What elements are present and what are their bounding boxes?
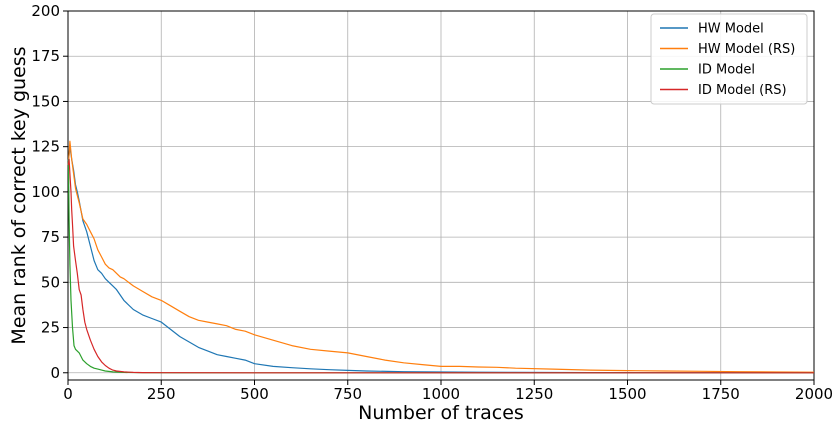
ticks-group: 0 250 500 750 1000 1250 1500 1750 2000 0 25 50 75 100… xyxy=(31,2,833,403)
series-group xyxy=(67,140,815,374)
x-tick-label: 1500 xyxy=(608,385,646,403)
y-tick-label: 0 xyxy=(50,364,60,382)
x-tick-label: 250 xyxy=(147,385,176,403)
series-line-3 xyxy=(67,158,814,374)
legend-label: ID Model xyxy=(698,63,755,78)
legend: HW Model HW Model (RS) ID Model ID Model (R… xyxy=(650,13,808,105)
y-tick-label: 200 xyxy=(31,2,60,20)
y-axis-label: Mean rank of correct key guess xyxy=(8,46,30,344)
x-tick-label: 1750 xyxy=(702,385,740,403)
y-tick-label: 100 xyxy=(31,183,60,201)
x-tick-label: 2000 xyxy=(795,385,833,403)
y-tick-label: 150 xyxy=(31,92,60,110)
x-tick-label: 1250 xyxy=(515,385,553,403)
x-tick-label: 750 xyxy=(333,385,362,403)
x-tick-label: 1000 xyxy=(422,385,460,403)
legend-label: HW Model xyxy=(698,22,764,37)
series-line-1 xyxy=(67,140,815,373)
legend-label: ID Model (RS) xyxy=(698,83,787,98)
y-tick-label: 175 xyxy=(31,47,60,65)
y-tick-label: 25 xyxy=(41,319,60,337)
legend-box xyxy=(650,13,808,105)
x-tick-label: 500 xyxy=(240,385,269,403)
y-tick-label: 50 xyxy=(41,273,60,291)
y-tick-label: 125 xyxy=(31,138,60,156)
legend-label: HW Model (RS) xyxy=(698,42,795,57)
x-tick-label: 0 xyxy=(63,385,73,403)
x-axis-label: Number of traces xyxy=(358,402,524,424)
y-tick-label: 75 xyxy=(41,228,60,246)
